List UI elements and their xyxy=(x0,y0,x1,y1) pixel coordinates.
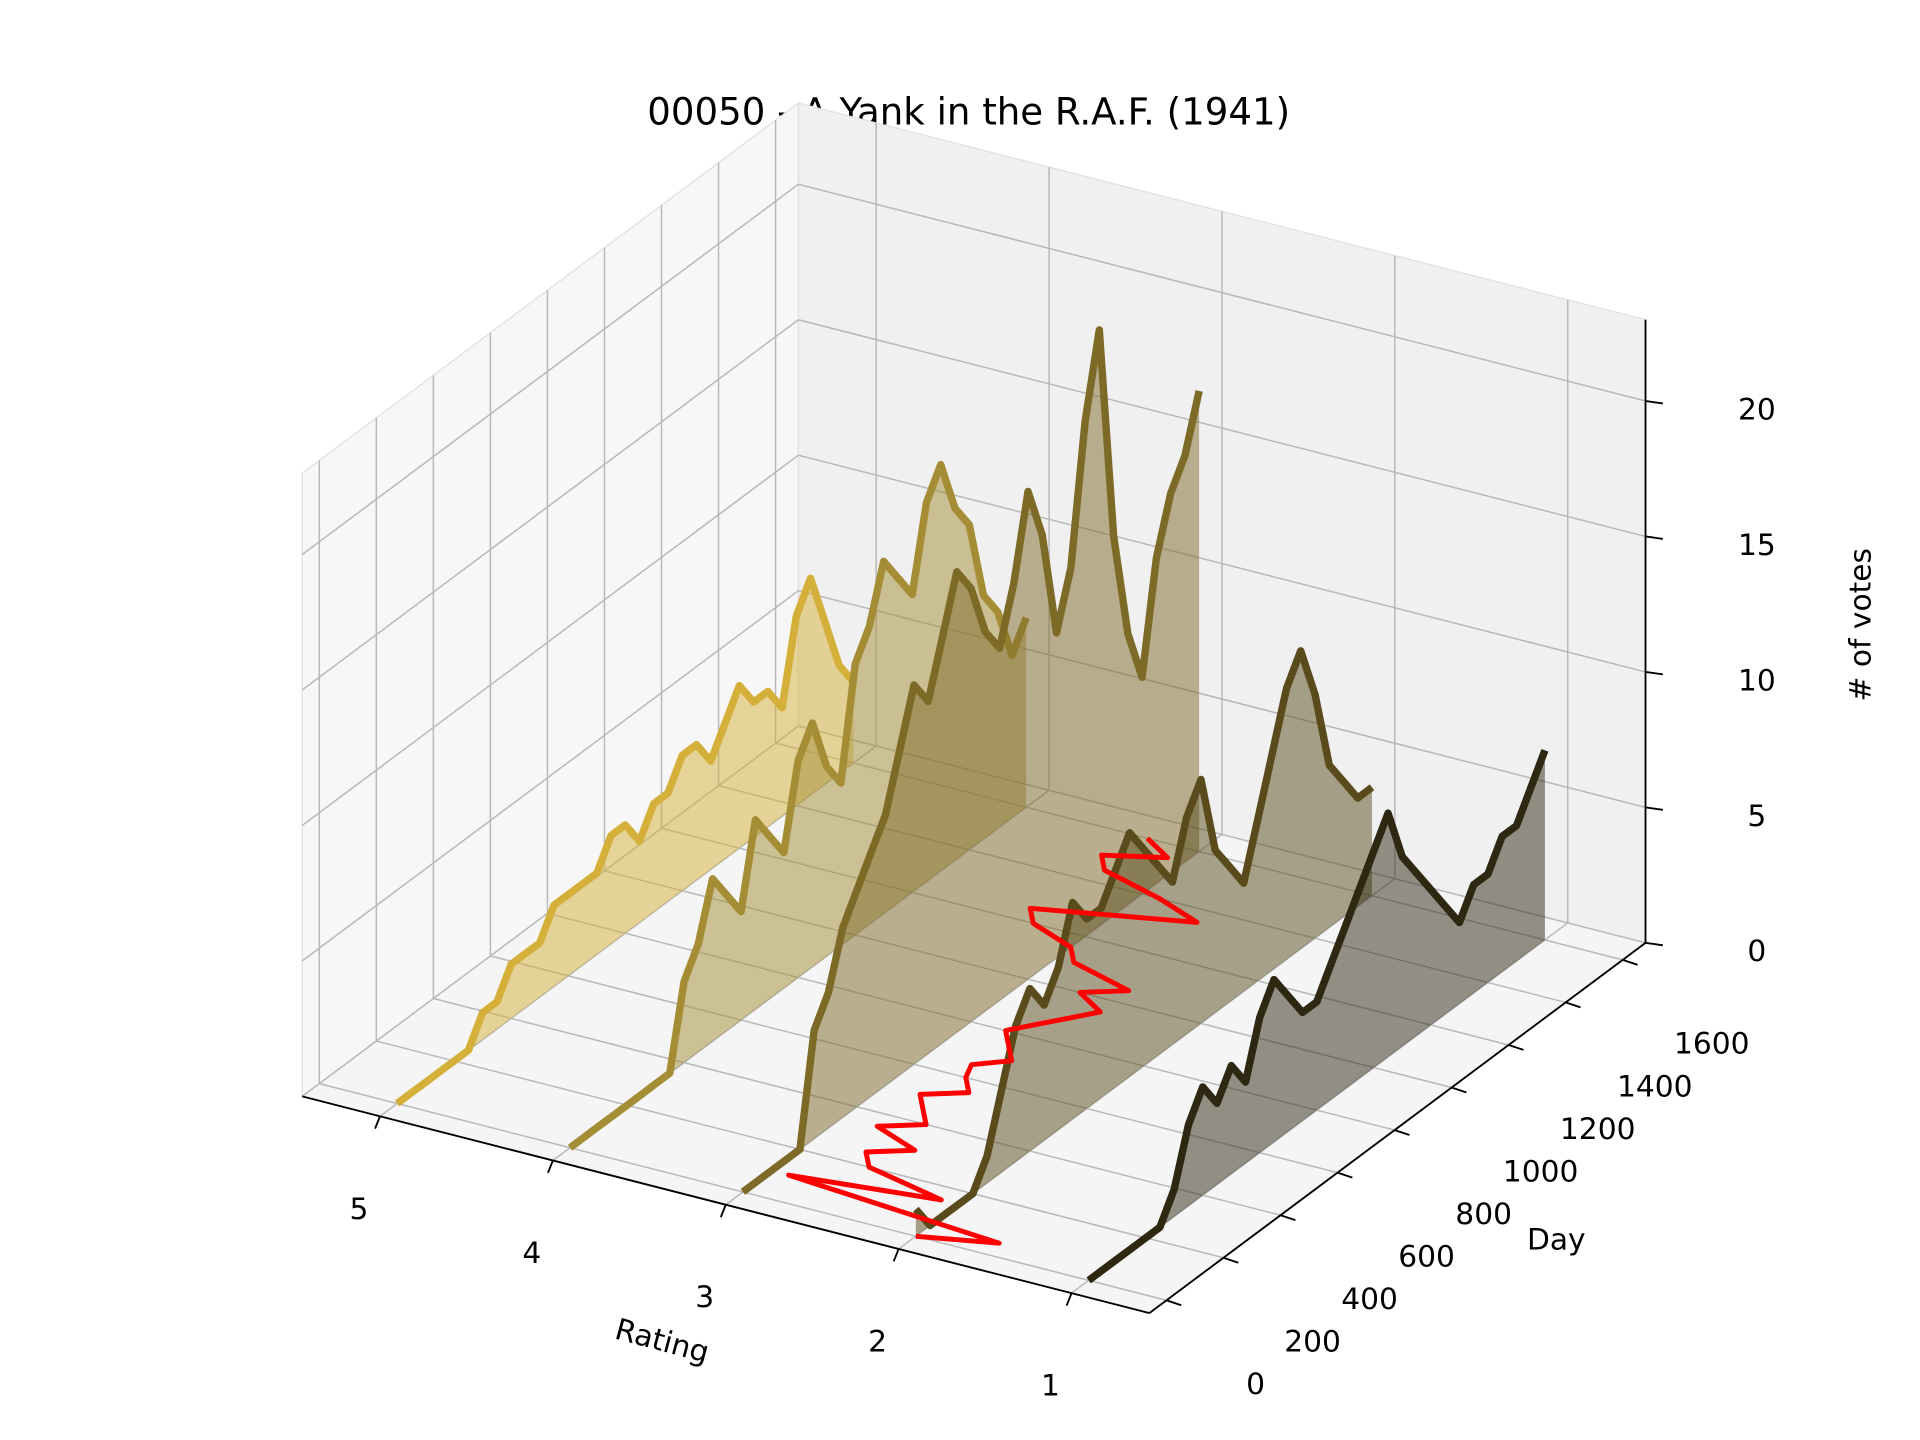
tick-mark xyxy=(1645,400,1663,405)
y-tick-label: 600 xyxy=(1398,1240,1455,1275)
x-tick-label: 2 xyxy=(868,1324,887,1359)
area xyxy=(570,464,1027,1148)
x-axis-label: Rating xyxy=(611,1312,713,1371)
z-tick-label: 20 xyxy=(1738,392,1776,427)
tick-mark xyxy=(1223,1256,1239,1264)
z-axis-label: # of votes xyxy=(1843,548,1878,701)
area xyxy=(742,329,1200,1192)
tick-mark xyxy=(1451,1086,1467,1094)
line xyxy=(567,460,1030,1151)
tick-mark xyxy=(1622,958,1638,966)
tick-mark xyxy=(1394,1129,1410,1136)
y-tick-label: 400 xyxy=(1341,1282,1398,1317)
tick-mark xyxy=(1065,1292,1073,1306)
y-tick-label: 1600 xyxy=(1674,1027,1750,1062)
z-tick-label: 10 xyxy=(1738,663,1776,698)
tick-mark xyxy=(1280,1214,1296,1222)
tick-mark xyxy=(1166,1299,1182,1307)
x-tick-label: 1 xyxy=(1041,1369,1060,1404)
area xyxy=(915,650,1372,1237)
y-tick-label: 1400 xyxy=(1617,1069,1693,1104)
tick-mark xyxy=(1645,535,1663,540)
tick-mark xyxy=(1508,1044,1524,1051)
y-tick-label: 1000 xyxy=(1503,1154,1579,1189)
x-tick-label: 5 xyxy=(350,1192,369,1227)
axis-line xyxy=(1148,942,1647,1314)
line xyxy=(1086,748,1549,1284)
line xyxy=(913,647,1375,1230)
area xyxy=(1088,750,1545,1281)
tick-mark xyxy=(719,1204,727,1218)
tick-mark xyxy=(1645,941,1663,947)
y-tick-label: 1200 xyxy=(1560,1112,1636,1147)
tick-mark xyxy=(1337,1171,1353,1179)
y-tick-label: 800 xyxy=(1455,1197,1512,1232)
grid-line xyxy=(301,590,799,962)
z-tick-label: 0 xyxy=(1747,934,1766,969)
tick-mark xyxy=(1645,670,1663,676)
grid-line xyxy=(798,319,1646,538)
grid-line xyxy=(301,183,799,556)
line xyxy=(394,574,857,1107)
trend-line xyxy=(786,836,1200,1246)
tick-mark xyxy=(892,1248,900,1262)
tick-mark xyxy=(374,1115,381,1129)
tick-mark xyxy=(1565,1001,1581,1009)
axis-line xyxy=(301,1095,1150,1314)
line xyxy=(740,326,1203,1195)
tick-mark xyxy=(547,1160,554,1174)
z-tick-label: 15 xyxy=(1738,528,1776,563)
chart-title: 00050 - A Yank in the R.A.F. (1941) xyxy=(647,90,1290,133)
grid-line xyxy=(301,319,799,691)
grid-line xyxy=(301,454,799,827)
z-tick-label: 5 xyxy=(1747,799,1766,834)
tick-mark xyxy=(1645,806,1663,811)
x-tick-label: 3 xyxy=(695,1280,714,1315)
y-tick-label: 200 xyxy=(1284,1325,1341,1360)
y-tick-label: 0 xyxy=(1246,1367,1265,1402)
grid-line xyxy=(798,183,1646,402)
x-tick-label: 4 xyxy=(522,1236,541,1271)
y-axis-label: Day xyxy=(1527,1222,1586,1257)
